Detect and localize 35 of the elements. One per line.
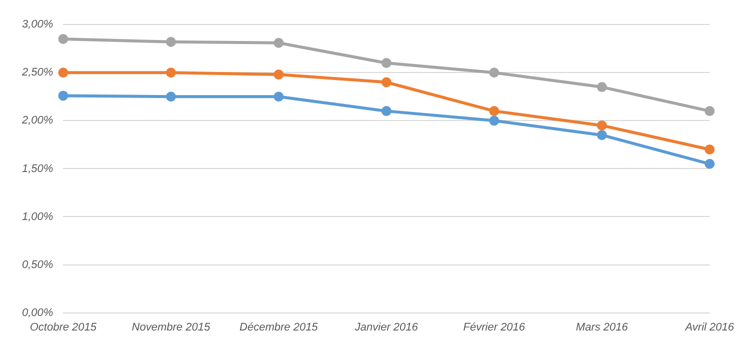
point (489, 116, 500, 126)
point (596, 82, 607, 92)
point (704, 158, 715, 169)
point (704, 144, 715, 154)
x-tick-label: Novembre 2015 (132, 321, 211, 334)
point (58, 34, 68, 44)
point (381, 106, 392, 116)
y-tick-label: 2,00% (20, 114, 54, 127)
point (596, 120, 607, 130)
point (489, 68, 500, 78)
x-tick-label: Mars 2016 (576, 321, 629, 334)
x-tick-label: Décembre 2015 (240, 321, 319, 334)
y-tick-label: 3,00% (22, 18, 54, 31)
point (489, 106, 500, 116)
point (596, 130, 607, 140)
point (58, 90, 68, 101)
x-tick-label: Février 2016 (463, 321, 526, 334)
point (274, 38, 284, 48)
point (166, 36, 176, 47)
point (58, 68, 68, 78)
point (381, 77, 392, 88)
point (166, 92, 176, 102)
point (381, 58, 392, 68)
y-tick-label: 0,50% (22, 258, 54, 271)
y-tick-label: 1,50% (22, 162, 54, 175)
x-tick-label: Janvier 2016 (354, 321, 419, 334)
point (274, 70, 284, 80)
y-tick-label: 0,00% (22, 306, 54, 319)
x-tick-label: Avril 2016 (684, 321, 735, 334)
y-tick-label: 2,50% (20, 66, 54, 79)
point (704, 106, 715, 116)
x-tick-label: Octobre 2015 (30, 321, 98, 334)
point (274, 92, 284, 102)
point (166, 68, 176, 78)
y-tick-label: 1,00% (22, 210, 54, 223)
